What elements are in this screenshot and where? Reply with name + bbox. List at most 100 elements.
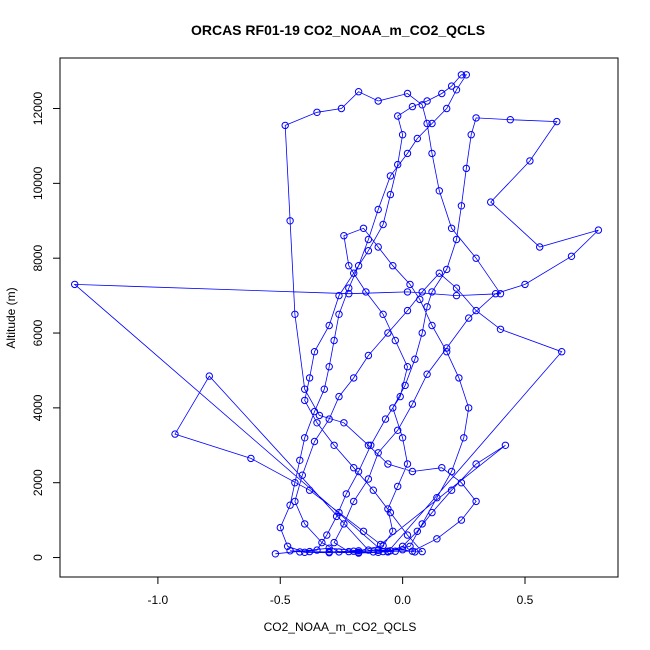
data-point: [354, 549, 363, 557]
data-point: [335, 548, 343, 556]
data-point: [384, 548, 392, 556]
data-point: [286, 501, 294, 509]
chart-title: ORCAS RF01-19 CO2_NOAA_m_CO2_QCLS: [191, 22, 485, 38]
data-point: [401, 381, 409, 390]
data-point: [301, 385, 309, 393]
data-point: [428, 119, 436, 128]
data-point: [558, 348, 566, 356]
data-point: [398, 542, 407, 550]
data-point: [457, 479, 466, 487]
data-point: [340, 232, 348, 240]
data-point: [443, 104, 451, 113]
data-point: [457, 202, 466, 210]
data-point: [526, 157, 534, 165]
data-point: [354, 262, 363, 270]
data-point: [332, 512, 341, 521]
y-tick-label: 10000: [31, 166, 45, 200]
data-point: [428, 321, 436, 330]
data-point: [386, 172, 395, 180]
data-point: [374, 243, 382, 251]
data-point: [452, 235, 461, 244]
data-point: [443, 265, 451, 274]
series-layer: [71, 71, 603, 558]
data-point: [325, 544, 333, 552]
y-axis: 0 2000 4000 6000 8000 10000 12000: [31, 92, 61, 561]
data-point: [389, 527, 397, 535]
data-point: [276, 523, 284, 532]
data-point: [296, 456, 304, 464]
data-point: [389, 262, 397, 270]
data-point: [452, 284, 461, 292]
data-point: [438, 464, 446, 472]
data-point: [391, 336, 399, 345]
data-point: [310, 437, 319, 446]
data-point: [423, 97, 431, 105]
data-point: [438, 89, 446, 98]
data-point: [374, 449, 382, 457]
data-point: [403, 460, 412, 468]
data-point: [315, 411, 324, 420]
data-point: [325, 321, 333, 330]
data-point: [362, 288, 370, 296]
y-tick-label: 12000: [31, 92, 45, 126]
data-point: [318, 538, 326, 547]
data-point: [386, 190, 395, 199]
data-point: [391, 547, 399, 555]
data-point: [413, 134, 421, 143]
data-point: [418, 288, 426, 296]
y-tick-label: 8000: [31, 245, 45, 272]
data-point: [369, 486, 377, 494]
data-point: [472, 306, 480, 315]
data-point: [394, 482, 402, 491]
data-point: [379, 220, 387, 229]
data-point: [330, 441, 338, 449]
data-point: [364, 235, 373, 244]
data-point: [418, 329, 426, 337]
data-point: [301, 520, 309, 528]
data-point: [460, 434, 468, 442]
data-point: [418, 520, 426, 528]
data-point: [335, 291, 343, 300]
x-tick-label: -0.5: [270, 593, 291, 607]
data-point: [376, 540, 385, 549]
data-point: [345, 547, 353, 556]
data-point: [354, 88, 363, 96]
data-point: [364, 441, 373, 449]
data-point: [472, 497, 480, 506]
data-point: [472, 460, 480, 468]
data-point: [408, 102, 417, 111]
data-point: [467, 131, 475, 139]
data-point: [408, 467, 417, 476]
data-point: [291, 310, 299, 318]
data-point: [310, 348, 319, 356]
x-axis-label: CO2_NOAA_m_CO2_QCLS: [264, 620, 417, 634]
data-point: [435, 269, 443, 277]
data-point: [447, 486, 456, 494]
data-point: [435, 187, 443, 195]
data-point: [374, 548, 382, 556]
data-point: [291, 497, 299, 506]
data-point: [447, 224, 456, 233]
data-point: [462, 71, 470, 79]
data-point: [345, 262, 353, 270]
data-point: [594, 226, 603, 234]
data-point: [71, 280, 79, 289]
data-point: [496, 325, 505, 333]
data-point: [398, 434, 407, 442]
data-point: [345, 290, 353, 298]
data-point: [443, 348, 451, 356]
data-point: [320, 385, 328, 393]
data-point: [330, 336, 338, 345]
data-point: [472, 254, 480, 262]
x-tick-label: 0.0: [394, 593, 411, 607]
data-point: [423, 119, 431, 128]
data-point: [271, 550, 280, 558]
y-axis-label: Altitude (m): [4, 287, 18, 348]
data-point: [411, 355, 419, 363]
y-tick-label: 6000: [31, 319, 45, 346]
data-point: [457, 516, 466, 524]
data-point: [359, 527, 368, 535]
data-point: [325, 415, 333, 423]
data-point: [394, 160, 402, 169]
